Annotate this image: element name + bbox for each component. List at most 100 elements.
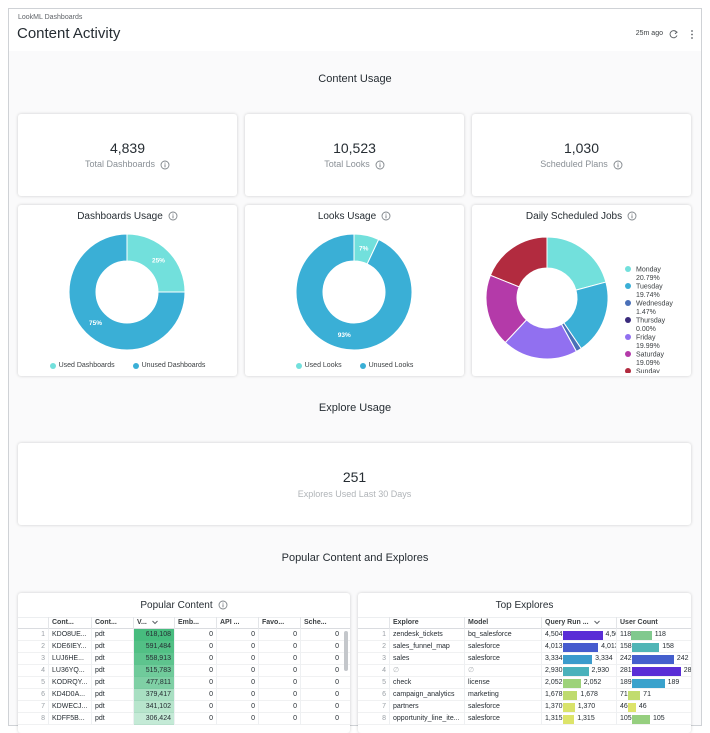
header-bar bbox=[9, 9, 701, 51]
legend-swatch bbox=[295, 362, 302, 369]
section-title: Content Usage bbox=[318, 73, 392, 85]
info-dot bbox=[379, 162, 381, 164]
sort-icon[interactable] bbox=[593, 618, 601, 626]
column-header: API ... bbox=[216, 617, 258, 629]
info-stem bbox=[385, 215, 387, 219]
legend-value: 19.99% bbox=[636, 343, 660, 350]
refresh-button[interactable] bbox=[668, 29, 679, 40]
bar-label: 1,315 bbox=[577, 715, 595, 722]
table-cell: 0 bbox=[258, 653, 300, 665]
info-icon[interactable] bbox=[627, 211, 637, 221]
table-cell: 0 bbox=[216, 713, 258, 725]
column-header: Explore bbox=[389, 617, 464, 629]
info-icon[interactable] bbox=[168, 211, 178, 221]
info-circle bbox=[168, 211, 178, 221]
column-header[interactable]: Query Run ... bbox=[541, 617, 616, 629]
bar-label: 189 bbox=[667, 679, 680, 686]
table-cell: 2,930 2,930 bbox=[541, 665, 616, 677]
table-cell: salesforce bbox=[464, 641, 541, 653]
info-stem bbox=[379, 163, 381, 167]
table-cell: 0 bbox=[216, 689, 258, 701]
table-cell: 0 bbox=[258, 665, 300, 677]
table-cell: 591,484 bbox=[133, 641, 174, 653]
legend-swatch bbox=[132, 362, 139, 369]
chart-title-row: Dashboards Usage bbox=[18, 211, 237, 222]
legend-label: Unused Looks bbox=[368, 362, 414, 369]
info-dot bbox=[172, 213, 174, 215]
info-icon[interactable] bbox=[613, 160, 623, 170]
table-cell: sales bbox=[389, 653, 464, 665]
header-row bbox=[358, 617, 691, 629]
info-icon[interactable] bbox=[381, 211, 391, 221]
table-title-row: Popular Content bbox=[18, 600, 350, 611]
info-circle bbox=[375, 160, 385, 170]
row-number: 8 bbox=[41, 715, 45, 722]
last-updated: 25m ago bbox=[635, 30, 663, 37]
row-divider bbox=[358, 712, 691, 713]
table-cell: 0 bbox=[300, 677, 342, 689]
breadcrumb[interactable]: LookML Dashboards bbox=[18, 14, 83, 21]
row-divider bbox=[358, 688, 691, 689]
column-header[interactable]: V... bbox=[133, 617, 174, 629]
table-cell: bq_salesforce bbox=[464, 629, 541, 641]
table-cell: ∅ bbox=[389, 665, 464, 677]
bar-label: 4,504 bbox=[605, 631, 616, 638]
table-cell: 0 bbox=[300, 701, 342, 713]
info-circle bbox=[381, 211, 391, 221]
chart-title: Looks Usage bbox=[317, 211, 377, 222]
table-bar bbox=[562, 642, 599, 652]
column-header-label: Favo... bbox=[262, 619, 285, 626]
info-dot bbox=[164, 162, 166, 164]
table-cell: KODRQY... bbox=[48, 677, 91, 689]
row-divider bbox=[18, 688, 350, 689]
info-circle bbox=[160, 160, 170, 170]
table-cell: pdt bbox=[91, 701, 133, 713]
kpi-label: Explores Used Last 30 Days bbox=[297, 489, 412, 499]
table-bar bbox=[562, 702, 575, 712]
info-circle bbox=[627, 211, 637, 221]
table-cell: 477,811 bbox=[133, 677, 174, 689]
row-number: 4 bbox=[41, 667, 45, 674]
table-cell: 1,370 1,370 bbox=[541, 701, 616, 713]
legend-label: Sunday bbox=[636, 369, 660, 374]
table-cell: KD4D0A... bbox=[48, 689, 91, 701]
bar-label: 2,930 bbox=[591, 667, 610, 674]
row-divider bbox=[18, 676, 350, 677]
column-header-label: Cont... bbox=[52, 619, 74, 626]
kpi-label: Total Looks bbox=[324, 159, 370, 169]
kpi-label-row: Scheduled Plans bbox=[472, 159, 691, 170]
table-cell: 0 bbox=[258, 689, 300, 701]
info-circle bbox=[218, 600, 228, 610]
column-header-label: Explore bbox=[393, 619, 419, 626]
info-dot bbox=[631, 213, 633, 215]
table-cell: 0 bbox=[216, 641, 258, 653]
info-dot bbox=[617, 162, 619, 164]
column-header: Model bbox=[464, 617, 541, 629]
info-icon[interactable] bbox=[375, 160, 385, 170]
table-cell: 0 bbox=[258, 713, 300, 725]
table-cell: 0 bbox=[216, 677, 258, 689]
legend-swatch bbox=[625, 283, 631, 289]
info-stem bbox=[164, 163, 166, 167]
info-stem bbox=[172, 215, 174, 219]
kpi-card: 1,030 Scheduled Plans bbox=[472, 114, 691, 196]
table-cell: pdt bbox=[91, 665, 133, 677]
table-cell: 0 bbox=[216, 665, 258, 677]
bar-label: 242 bbox=[676, 655, 689, 662]
sort-icon[interactable] bbox=[151, 618, 159, 626]
section-title: Explore Usage bbox=[318, 402, 392, 414]
chart-card: Dashboards Usage 25% 75% Used Dashboards Unu… bbox=[18, 205, 237, 376]
table-cell: 515,783 bbox=[133, 665, 174, 677]
info-icon[interactable] bbox=[218, 600, 228, 610]
legend-swatch bbox=[625, 266, 631, 272]
bar-label: 2,052 bbox=[583, 679, 602, 686]
bar-label: 1,678 bbox=[580, 691, 598, 698]
legend-swatch bbox=[625, 300, 631, 306]
row-number: 3 bbox=[41, 655, 45, 662]
info-icon[interactable] bbox=[160, 160, 170, 170]
legend: Used Looks Unused Looks bbox=[245, 362, 464, 369]
table-card: Popular Content Cont... Cont... V... Emb... A… bbox=[18, 593, 350, 733]
menu-button[interactable] bbox=[688, 29, 696, 40]
table-cell: 0 bbox=[258, 629, 300, 641]
table-bar bbox=[627, 702, 636, 712]
